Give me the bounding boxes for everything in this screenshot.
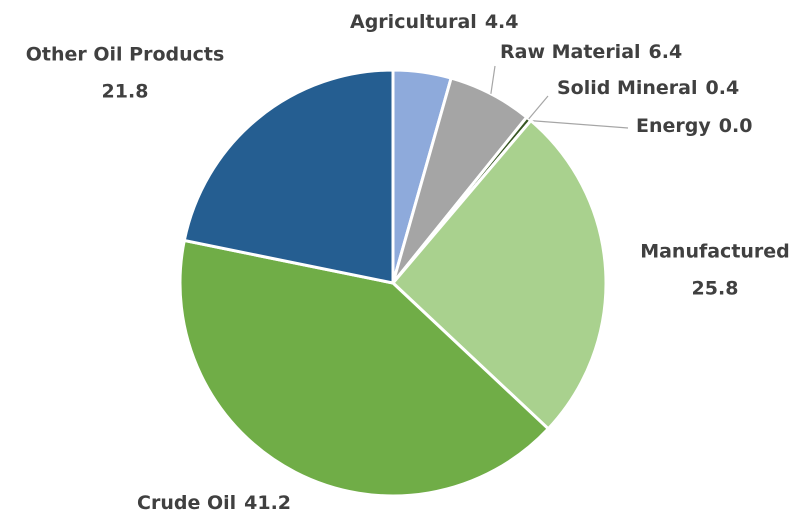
slice-label: Crude Oil	[137, 492, 236, 514]
value-label: 21.8	[102, 81, 149, 103]
slice-label-group: Solid Mineral 0.4	[557, 77, 739, 99]
slice-label: Solid Mineral	[557, 77, 698, 99]
slice-label-group: Agricultural 4.4	[350, 11, 518, 33]
value-label: 4.4	[485, 11, 519, 33]
leader-line	[490, 65, 496, 94]
value-label: 41.2	[244, 492, 291, 514]
slice-label-group: Energy 0.0	[636, 115, 752, 137]
value-label: 6.4	[649, 41, 683, 63]
value-label: 0.4	[706, 77, 740, 99]
slice-label: Raw Material	[500, 41, 641, 63]
slice-label: Agricultural	[350, 11, 477, 33]
slice-label: Energy	[636, 115, 711, 137]
value-label: 25.8	[692, 278, 739, 300]
leader-line	[528, 95, 549, 120]
slice-label-group: Raw Material 6.4	[500, 41, 682, 63]
pie-slice	[390, 118, 608, 431]
value-label: 0.0	[719, 115, 753, 137]
pie-slice	[182, 68, 395, 285]
leader-line	[530, 120, 629, 129]
slice-label: Other Oil Products	[26, 44, 225, 66]
pie-slice	[178, 238, 551, 498]
slice-label-group: Crude Oil 41.2	[137, 492, 291, 514]
slice-label: Manufactured	[640, 241, 790, 263]
